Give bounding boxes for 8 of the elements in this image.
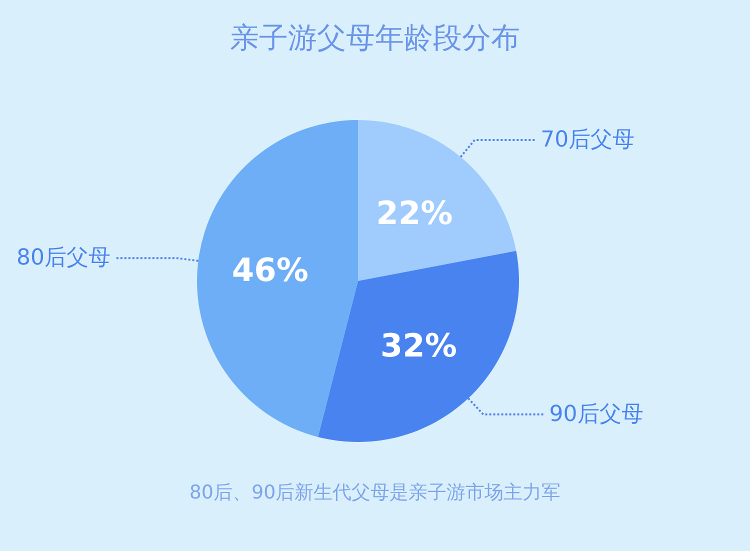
text: 80后、90后新生代父母是亲子游市场主力军 — [189, 482, 561, 504]
data-label: 32% — [380, 326, 457, 365]
chart-title: 亲子游父母年龄段分布 — [230, 20, 520, 54]
data-label: 46% — [232, 250, 308, 289]
slice-label: 90后父母 — [549, 402, 644, 427]
slice-label: 70后父母 — [540, 127, 635, 152]
data-label: 22% — [376, 194, 453, 232]
slice-label: 80后父母 — [16, 246, 110, 271]
